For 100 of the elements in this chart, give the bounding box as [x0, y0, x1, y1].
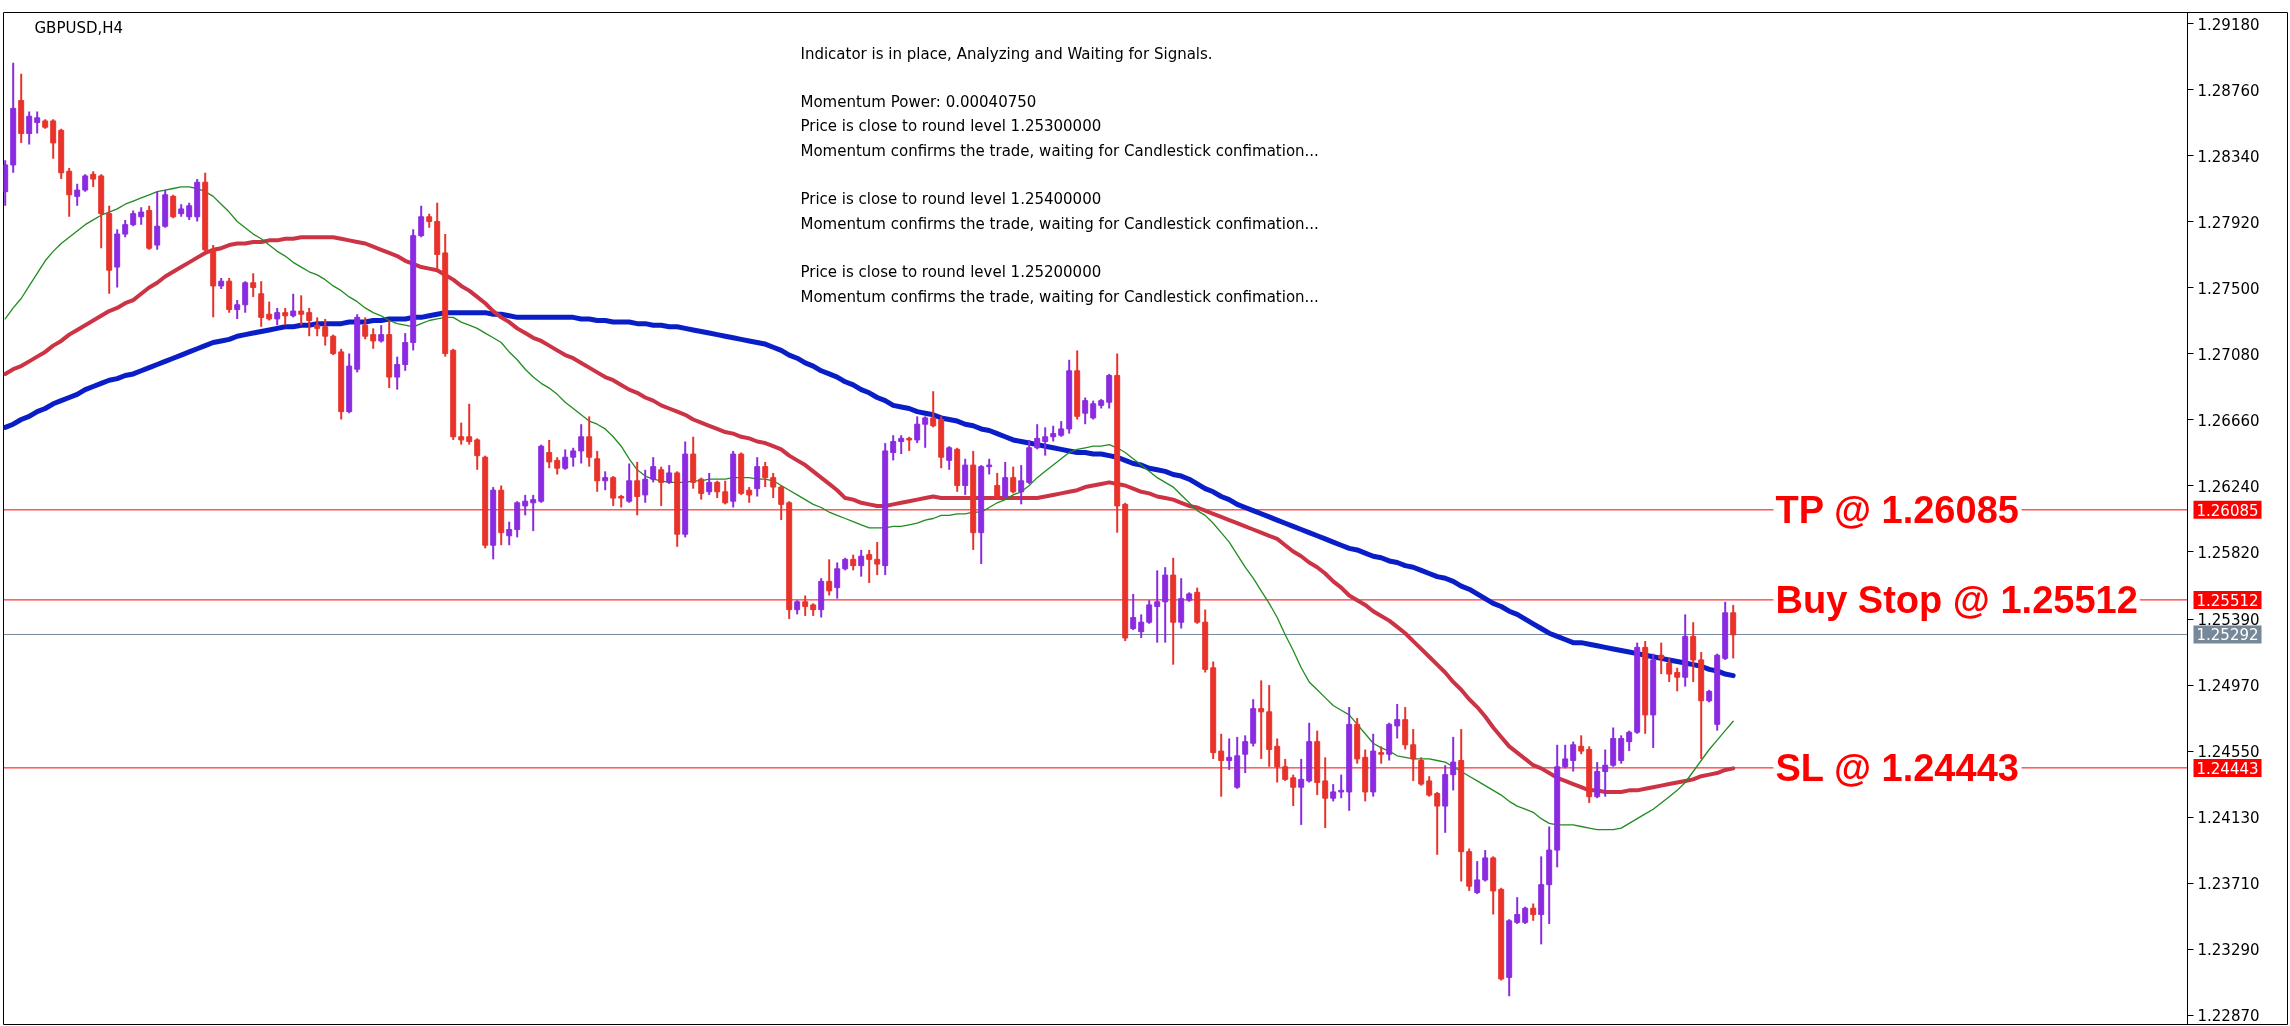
candlestick: [586, 415, 593, 468]
candlestick: [394, 355, 401, 391]
candlestick: [1034, 423, 1041, 451]
candlestick: [658, 465, 665, 507]
candlestick: [826, 558, 833, 597]
y-tick-label: 1.25820: [2197, 543, 2260, 562]
y-tick-label: 1.22870: [2197, 1007, 2260, 1026]
candlestick: [946, 445, 953, 471]
candlestick: [506, 520, 513, 547]
candlestick: [402, 332, 409, 372]
candlestick: [530, 493, 537, 533]
candlestick: [890, 434, 897, 462]
candlestick: [962, 457, 969, 496]
candlestick: [34, 110, 41, 135]
candlestick: [1178, 577, 1185, 630]
candlestick: [290, 292, 297, 319]
y-tick-label: 1.25292: [2196, 626, 2259, 645]
y-tick-label: 1.26240: [2197, 477, 2260, 496]
annotation: Price is close to round level 1.25200000 Momentum confirms the trade, waiting for Candlestick confimation...: [800, 263, 1319, 306]
ref-line-label: TP @ 1.26085: [1775, 488, 2019, 531]
candlestick: [1138, 613, 1145, 639]
candlestick: [474, 437, 481, 471]
ref-line-label: SL @ 1.24443: [1775, 746, 2019, 789]
y-tick-label: 1.29180: [2197, 15, 2260, 34]
candlestick: [1242, 734, 1249, 775]
candlestick: [242, 280, 249, 314]
y-tick-label: 1.23710: [2197, 875, 2260, 894]
candlestick: [1018, 464, 1025, 506]
candlestick: [322, 317, 329, 347]
candlestick: [458, 421, 465, 446]
candlestick: [1602, 748, 1609, 798]
y-tick-label: 1.28760: [2197, 81, 2260, 100]
y-tick-label: 1.27920: [2197, 213, 2260, 232]
candlestick: [1514, 896, 1521, 925]
candlestick: [1674, 666, 1681, 693]
candlestick: [362, 316, 369, 341]
candlestick: [1730, 603, 1737, 660]
candlestick: [26, 110, 33, 146]
ref-line-label: Buy Stop @ 1.25512: [1775, 578, 2138, 621]
y-tick-label: 1.24443: [2196, 759, 2259, 778]
y-tick-label: 1.26660: [2197, 411, 2260, 430]
candlestick: [1258, 679, 1265, 760]
candlestick: [922, 415, 929, 449]
candlestick: [1274, 737, 1281, 784]
candlestick: [802, 594, 809, 617]
y-tick-label: 1.28340: [2197, 147, 2260, 166]
candlestick: [258, 280, 265, 328]
candlestick: [706, 471, 713, 496]
candlestick: [1130, 592, 1137, 632]
candlestick: [74, 182, 81, 207]
candlestick: [858, 548, 865, 578]
candlestick: [898, 434, 905, 456]
candlestick: [1618, 734, 1625, 765]
candlestick: [578, 423, 585, 465]
candlestick: [1322, 756, 1329, 830]
candlestick: [1474, 860, 1481, 896]
candlestick: [170, 193, 177, 220]
candlestick: [466, 402, 473, 446]
y-tick-label: 1.27500: [2197, 279, 2260, 298]
candlestick: [250, 272, 257, 298]
candlestick: [1298, 757, 1305, 826]
candlestick: [594, 449, 601, 493]
candlestick: [1658, 641, 1665, 676]
candlestick: [1154, 569, 1161, 644]
candlestick: [1626, 729, 1633, 753]
candlestick: [1218, 732, 1225, 798]
y-tick-label: 1.25512: [2196, 591, 2259, 610]
candlestick: [1482, 849, 1489, 883]
candlestick: [626, 462, 633, 504]
candlestick: [66, 167, 73, 218]
candlestick: [234, 299, 241, 320]
candlestick: [1282, 757, 1289, 782]
candlestick: [1010, 465, 1017, 495]
candlestick: [666, 464, 673, 485]
annotation: Indicator is in place, Analyzing and Waiting for Signals.: [800, 44, 1213, 63]
candlestick: [778, 484, 785, 522]
candlestick: [1290, 773, 1297, 808]
candlestick: [634, 460, 641, 517]
y-tick-label: 1.24970: [2197, 677, 2260, 696]
candlestick: [1002, 460, 1009, 500]
candlestick: [1338, 773, 1345, 800]
candlestick: [650, 456, 657, 484]
candlestick: [1410, 728, 1417, 782]
candlestick: [874, 541, 881, 577]
candlestick: [266, 300, 273, 322]
candlestick: [722, 479, 729, 506]
candlestick: [770, 471, 777, 500]
candlestick: [370, 327, 377, 350]
annotation: Momentum Power: 0.00040750 Price is close to round level 1.25300000 Momentum confirms the trade, waiting for Candlestick confimation...: [800, 93, 1319, 160]
y-tick-label: 1.24130: [2197, 809, 2260, 828]
candlestick: [1146, 599, 1153, 625]
candlestick: [1666, 657, 1673, 683]
candlestick: [1090, 399, 1097, 421]
candlestick: [1394, 702, 1401, 740]
candlestick: [522, 493, 529, 517]
candlestick: [1578, 734, 1585, 756]
candlestick: [610, 475, 617, 507]
candlestick: [418, 204, 425, 239]
candlestick: [154, 190, 161, 251]
candlestick: [1226, 737, 1233, 771]
